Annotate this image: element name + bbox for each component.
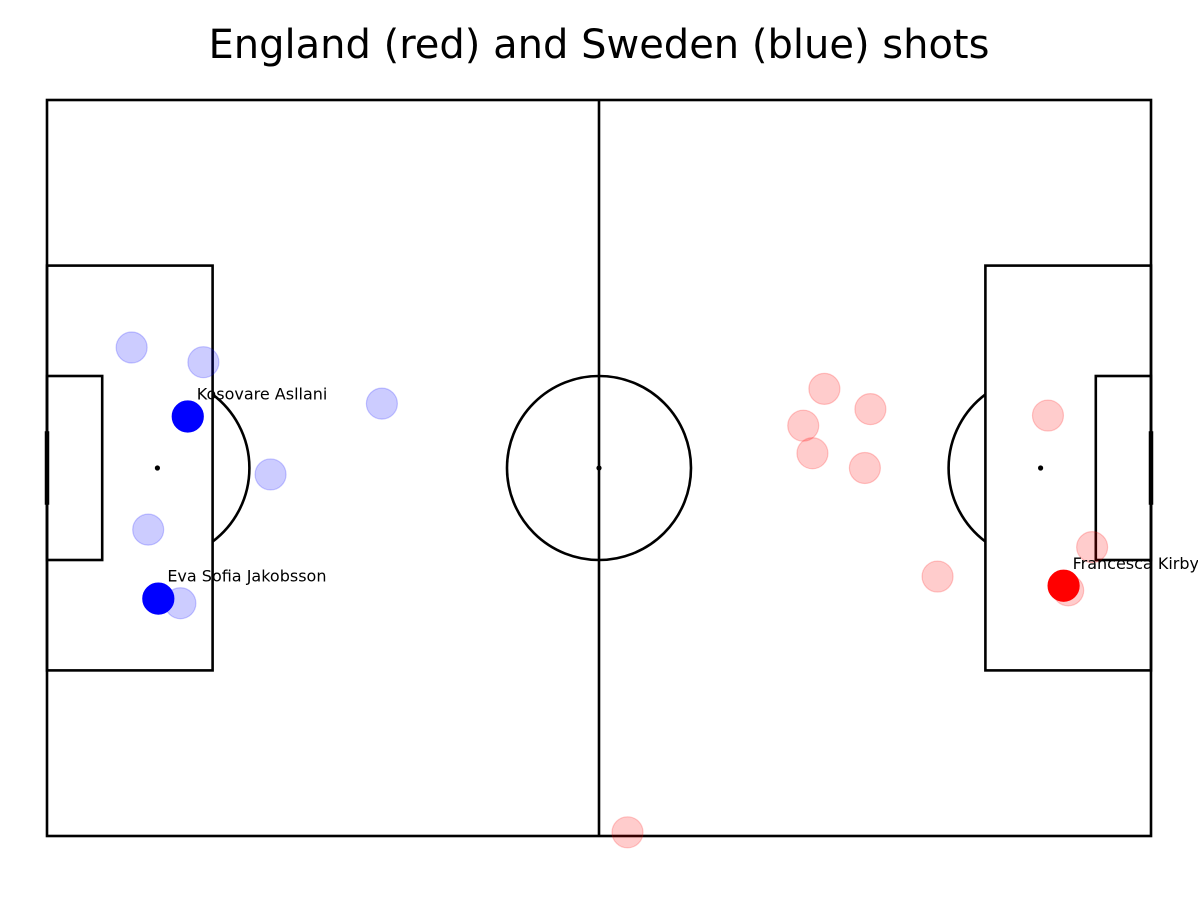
pitch-lines [44,98,1154,838]
right-penalty-arc [947,393,987,543]
centre-spot [596,465,602,471]
goal-marker-s1-p0 [171,400,204,433]
shot-marks [115,331,1109,849]
right-six-yard-box [1094,374,1153,562]
shot-marker-s0-p5 [808,372,841,405]
shot-marker-s0-p4 [921,560,954,593]
shot-marker-s1-p4 [365,387,398,420]
shot-marker-s0-p1 [1076,531,1109,564]
centre-circle [505,374,693,562]
right-penalty-spot [1038,465,1044,471]
left-six-yard-box [45,374,104,562]
goal-marker-s0-p0 [1047,569,1080,602]
shot-marker-s0-p2 [1031,399,1065,432]
shot-marker-s1-p6 [132,513,165,546]
shot-marker-s0-p8 [796,437,829,470]
shot-label-s1-p0: Kosovare Asllani [197,384,328,403]
right-penalty-box [984,264,1153,672]
shot-marker-s0-p7 [787,409,820,442]
shot-marker-s1-p3 [187,346,220,379]
shot-labels: Francesca Kirby Kosovare Asllani Eva Sofia… [167,384,1198,585]
shot-marker-s0-p9 [848,451,881,485]
left-penalty-arc [211,393,251,543]
shot-marker-s1-p2 [115,331,148,364]
left-penalty-spot [154,465,160,471]
shot-marker-s1-p5 [254,458,287,491]
goal-marker-s1-p1 [142,582,175,615]
shot-marker-s0-p6 [854,393,887,426]
shot-label-s1-p1: Eva Sofia Jakobsson [167,567,326,586]
shot-label-s0-p0: Francesca Kirby [1073,554,1198,573]
chart-title: England (red) and Sweden (blue) shots [208,22,990,68]
shot-marker-s0-p10 [611,816,644,849]
